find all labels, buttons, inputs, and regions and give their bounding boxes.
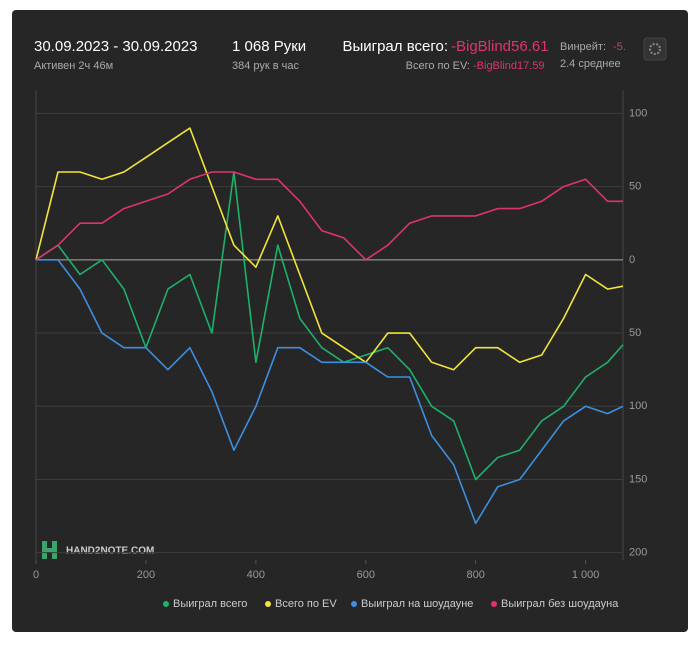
legend-dot — [265, 601, 271, 607]
x-tick-label: 0 — [33, 569, 39, 581]
y-tick-label: 200 — [629, 547, 647, 559]
series-line — [35, 171, 623, 261]
card — [12, 10, 688, 632]
date-range: 30.09.2023 - 30.09.2023 — [34, 38, 197, 55]
active-time: Активен 2ч 46м — [34, 60, 113, 72]
legend-label: Выиграл всего — [173, 598, 247, 610]
x-tick-label: 1 000 — [572, 569, 600, 581]
series-line — [35, 127, 624, 371]
legend-label: Выиграл на шоудауне — [361, 598, 473, 610]
hands: 1 068 Руки — [232, 38, 306, 55]
y-tick-label: 0 — [629, 254, 635, 266]
x-tick-label: 800 — [467, 569, 485, 581]
y-tick-label: 50 — [629, 327, 641, 339]
y-tick-label: 100 — [629, 107, 647, 119]
settings-button[interactable] — [643, 37, 667, 61]
legend-label: Выиграл без шоудауна — [501, 598, 619, 610]
watermark: HAND2NOTE.COM — [42, 541, 154, 559]
gear-icon — [649, 43, 661, 55]
winrate-value: -5. — [613, 41, 626, 53]
x-tick-label: 200 — [137, 569, 155, 581]
average: 2.4 среднее — [560, 58, 621, 70]
ev-value: -BigBlind17.59 — [473, 60, 545, 72]
watermark-text: HAND2NOTE.COM — [66, 546, 154, 557]
y-tick-label: 150 — [629, 473, 647, 485]
ev-label: Всего по EV: — [406, 60, 470, 72]
won-value: -BigBlind56.61 — [451, 38, 549, 55]
winrate-label: Винрейт: — [560, 41, 606, 53]
y-tick-label: 100 — [629, 400, 647, 412]
legend-dot — [491, 601, 497, 607]
won-label: Выиграл всего: — [342, 38, 448, 55]
legend-dot — [351, 601, 357, 607]
series-line — [35, 171, 624, 481]
y-tick-label: 50 — [629, 181, 641, 193]
x-tick-label: 400 — [247, 569, 265, 581]
hands-per-hour: 384 рук в час — [232, 60, 300, 72]
legend-dot — [163, 601, 169, 607]
x-tick-label: 600 — [357, 569, 375, 581]
series-line — [36, 259, 624, 525]
legend-label: Всего по EV — [275, 598, 337, 610]
